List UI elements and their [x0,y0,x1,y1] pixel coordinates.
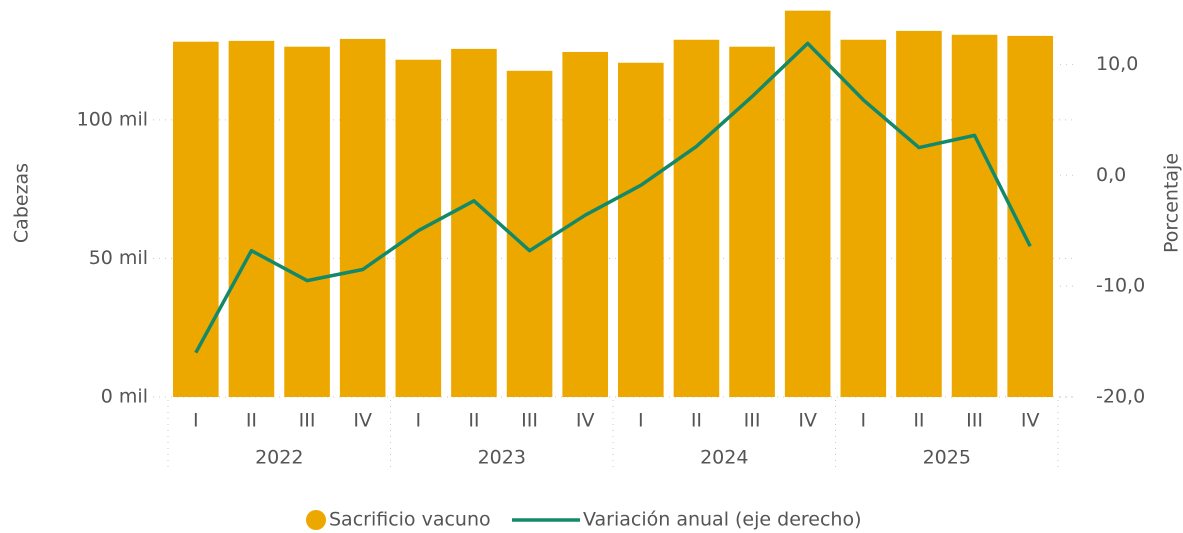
x-tick-label: I [416,410,422,432]
x-tick-label: IV [576,410,595,432]
y-tick-label: 0 mil [101,386,148,408]
y-tick-label: 50 mil [89,247,148,269]
x-tick-label: I [638,410,644,432]
y-tick-label: 100 mil [77,108,148,130]
bar [228,40,275,397]
bar [173,41,219,398]
x-group-label: 2022 [255,447,303,469]
x-tick-label: II [468,410,479,432]
line [194,41,1032,354]
y2-axis-label: Porcentaje [1161,153,1183,253]
x-tick-label: III [744,410,761,432]
x-tick-label: I [861,410,867,432]
y2-tick-label: 0,0 [1096,164,1126,186]
bar [729,46,775,397]
x-tick-label: III [521,410,538,432]
x-tick-label: IV [798,410,817,432]
bar [784,10,831,398]
bar [395,59,442,398]
bar [451,48,497,398]
bar [618,62,664,397]
x-tick-label: I [193,410,199,432]
bar [673,39,720,398]
bar [284,46,330,397]
bar [506,70,553,397]
bar [840,39,887,398]
bar [896,30,942,397]
x-tick-label: IV [353,410,372,432]
y-axis-label: Cabezas [11,163,33,243]
x-group-label: 2024 [700,447,748,469]
x-tick-label: II [691,410,702,432]
legend-marker [306,510,326,530]
legend-label: Sacrificio vacuno [329,509,491,531]
legend-label: Variación anual (eje derecho) [583,509,862,531]
x-group-label: 2023 [478,447,526,469]
bar [951,34,998,397]
x-tick-label: IV [1021,410,1040,432]
x-group-label: 2025 [923,447,971,469]
y2-tick-label: -10,0 [1096,275,1145,297]
x-tick-label: II [913,410,924,432]
y2-tick-label: 10,0 [1096,53,1138,75]
x-tick-label: II [246,410,257,432]
bar [339,38,386,397]
x-tick-label: III [966,410,983,432]
x-tick-label: III [299,410,316,432]
y2-tick-label: -20,0 [1096,386,1145,408]
